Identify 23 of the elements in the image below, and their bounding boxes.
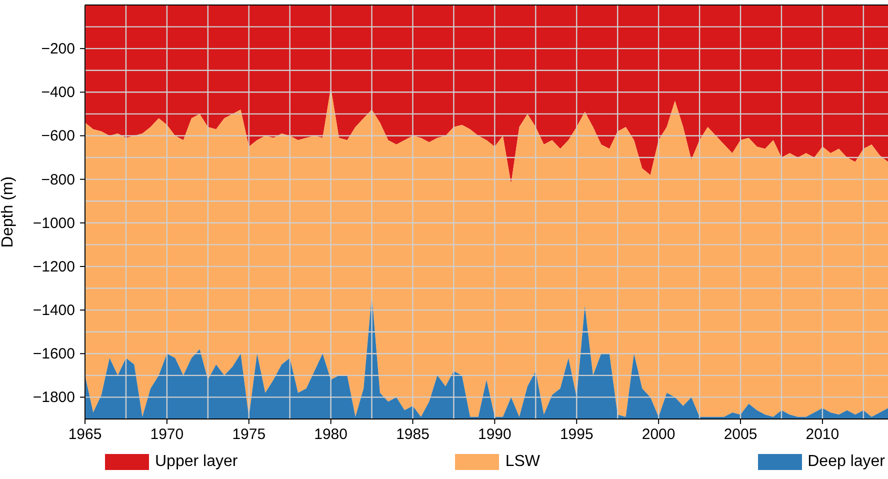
x-tick-label: 2000 — [642, 426, 676, 443]
x-tick-label: 2005 — [724, 426, 758, 443]
legend-label: Upper layer — [155, 453, 238, 471]
y-tick-label: −200 — [41, 40, 75, 58]
legend-label: LSW — [505, 453, 540, 471]
x-tick-label: 1995 — [560, 426, 594, 443]
x-tick-label: 1985 — [396, 426, 430, 443]
y-tick-label: −1400 — [32, 302, 75, 320]
x-tick-label: 2010 — [806, 426, 840, 443]
y-axis-title: Depth (m) — [0, 176, 17, 248]
legend-label: Deep layer — [808, 453, 885, 471]
x-tick-label: 1965 — [68, 426, 102, 443]
y-tick-label: −1600 — [32, 346, 75, 363]
y-tick-label: −1200 — [32, 258, 75, 276]
y-tick-label: −800 — [41, 171, 75, 188]
x-tick-label: 1970 — [150, 426, 184, 443]
y-tick-label: −400 — [41, 84, 75, 102]
y-tick-label: −1800 — [32, 389, 75, 406]
x-tick-label: 1980 — [314, 426, 348, 443]
x-tick-label: 1975 — [232, 426, 266, 443]
y-tick-label: −600 — [41, 128, 75, 145]
y-tick-label: −1000 — [32, 214, 75, 232]
x-tick-label: 1990 — [478, 426, 512, 443]
